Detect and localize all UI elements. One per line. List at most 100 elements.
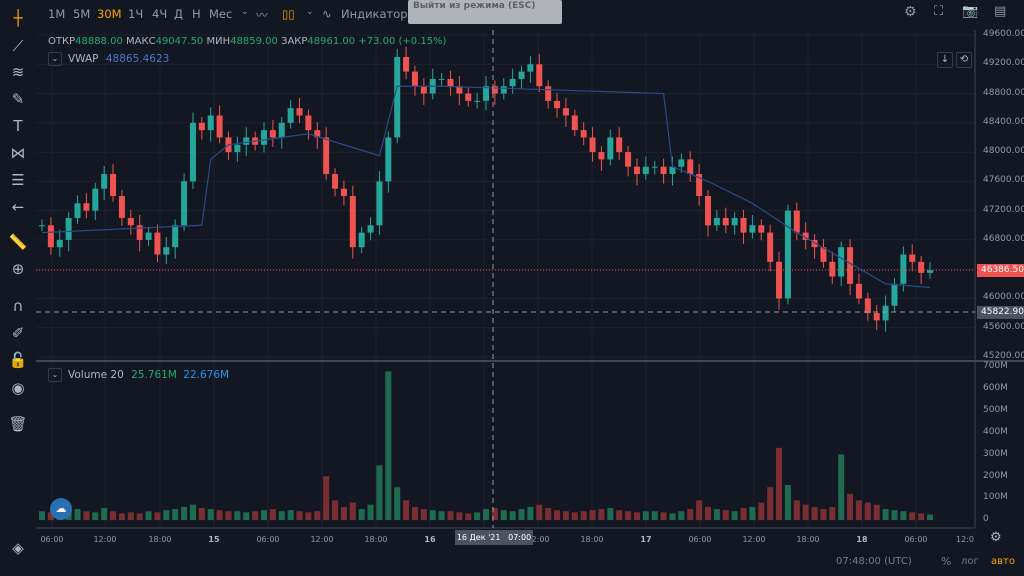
volume-bar	[660, 512, 667, 520]
line-chart-icon[interactable]: 〰	[256, 8, 268, 22]
volume-bar	[438, 511, 445, 520]
volume-bar	[269, 509, 276, 520]
trash-icon[interactable]: 🗑	[8, 415, 28, 433]
candle	[900, 254, 907, 284]
timeframe-4h[interactable]: 4Ч	[152, 7, 168, 21]
volume-bar	[855, 500, 862, 520]
volume-bar	[927, 514, 933, 520]
text-icon[interactable]: T	[13, 117, 23, 135]
camera-icon[interactable]: 📷	[962, 4, 979, 19]
collapse-chevron-icon[interactable]: ⌄	[48, 52, 62, 66]
volume-bar	[900, 511, 907, 520]
high-value: 49047.50	[155, 36, 204, 47]
candles-icon[interactable]: ▯▯	[282, 7, 295, 21]
timeframe-1h[interactable]: 1Ч	[128, 7, 144, 21]
candle	[847, 247, 854, 284]
vwap-legend: ⌄ VWAP 48865.4623	[48, 52, 169, 66]
timeframe-week[interactable]: Н	[192, 7, 201, 21]
candle	[385, 137, 392, 182]
trade-panel-icon[interactable]: ▤	[994, 4, 1007, 19]
volume-ma-value: 22.676M	[183, 369, 230, 381]
crosshair-icon[interactable]: ┼	[13, 9, 23, 27]
fib-icon[interactable]: ≋	[11, 63, 25, 81]
top-toolbar: 1М 5М 30М 1Ч 4Ч Д Н Мес ⌄ 〰 ▯▯ ⌄ ∿ Индик…	[36, 0, 1024, 30]
indicators-button[interactable]: Индикаторы	[341, 7, 417, 21]
layers-icon[interactable]: ◈	[12, 539, 24, 557]
zoom-in-icon[interactable]: ⊕	[11, 260, 25, 278]
candle	[607, 137, 614, 160]
price-tick: 48000.00	[983, 146, 1024, 157]
fullscreen-icon[interactable]: ⛶	[934, 4, 944, 19]
volume-bar	[891, 510, 898, 520]
volume-bar	[225, 511, 232, 520]
time-tick: 12:00	[310, 535, 334, 544]
chevron-down-icon[interactable]: ⌄	[241, 7, 249, 17]
timeframe-day[interactable]: Д	[174, 7, 183, 21]
eye-icon[interactable]: ◉	[11, 379, 25, 397]
percent-toggle[interactable]: %	[941, 555, 952, 568]
brush-icon[interactable]: ✎	[11, 90, 25, 108]
log-toggle[interactable]: лог	[961, 556, 979, 567]
axis-settings-gear-icon[interactable]: ⚙	[990, 530, 1002, 545]
indicators-icon[interactable]: ∿	[322, 7, 332, 21]
candle	[891, 283, 898, 306]
back-arrow-icon[interactable]: ←	[11, 198, 25, 216]
volume-bar	[838, 454, 845, 520]
candle	[420, 86, 427, 94]
timeframe-month[interactable]: Мес	[209, 7, 233, 21]
volume-bar	[234, 511, 241, 520]
gear-icon[interactable]: ⚙	[904, 4, 917, 20]
collapse-chevron-icon[interactable]: ⌄	[48, 368, 62, 382]
scroll-to-latest-icon[interactable]: ↓	[937, 52, 953, 68]
candle	[83, 203, 90, 211]
price-tick: 49200.00	[983, 58, 1024, 69]
ruler-icon[interactable]: 📏	[8, 233, 28, 251]
volume-bar	[101, 507, 108, 520]
volume-bar	[713, 509, 720, 520]
volume-bar	[767, 487, 774, 520]
volume-tick: 500M	[983, 404, 1008, 415]
candle	[261, 130, 267, 145]
lock-icon[interactable]: 🔓	[8, 351, 28, 369]
volume-bar	[385, 371, 392, 520]
magnet-icon[interactable]: ∩	[12, 297, 24, 315]
candle	[278, 122, 285, 138]
auto-toggle[interactable]: авто	[991, 556, 1015, 567]
chevron-down-icon[interactable]: ⌄	[306, 7, 314, 17]
time-tick: 06:00	[904, 535, 928, 544]
candle	[660, 166, 667, 175]
volume-tick: 300M	[983, 448, 1008, 459]
volume-bar	[305, 512, 312, 520]
volume-bar	[491, 507, 498, 520]
price-tick: 47600.00	[983, 175, 1024, 186]
low-label: МИН	[206, 36, 231, 47]
timeframe-30m[interactable]: 30М	[97, 7, 122, 21]
volume-bar	[616, 510, 623, 520]
candle	[394, 56, 401, 138]
price-tick: 46800.00	[983, 233, 1024, 244]
timeframe-5m[interactable]: 5М	[73, 7, 91, 21]
reset-scale-icon[interactable]: ⟲	[956, 52, 972, 68]
candle	[438, 78, 445, 80]
volume-bar	[722, 510, 729, 520]
candle	[616, 137, 623, 153]
trendline-icon[interactable]: ⟋	[12, 37, 24, 55]
volume-bar	[731, 511, 738, 520]
logo-icon: ☁	[50, 498, 72, 520]
timeframe-1m[interactable]: 1М	[48, 7, 66, 21]
volume-tick: 700M	[983, 361, 1008, 371]
volume-bar	[118, 513, 125, 520]
candle	[47, 225, 54, 248]
volume-bar	[189, 504, 196, 520]
price-chart[interactable]	[36, 30, 1024, 550]
lock-drawing-icon[interactable]: ✐	[11, 324, 25, 342]
candle	[56, 239, 63, 248]
clock-utc[interactable]: 07:48:00 (UTC)	[836, 556, 912, 567]
pattern-icon[interactable]: ⋈	[10, 144, 26, 162]
candle	[358, 232, 365, 248]
volume-bar	[74, 509, 81, 520]
time-tick: 06:00	[40, 535, 64, 544]
candle	[749, 225, 756, 233]
volume-bar	[411, 506, 418, 520]
forecast-icon[interactable]: ☰	[11, 171, 25, 189]
